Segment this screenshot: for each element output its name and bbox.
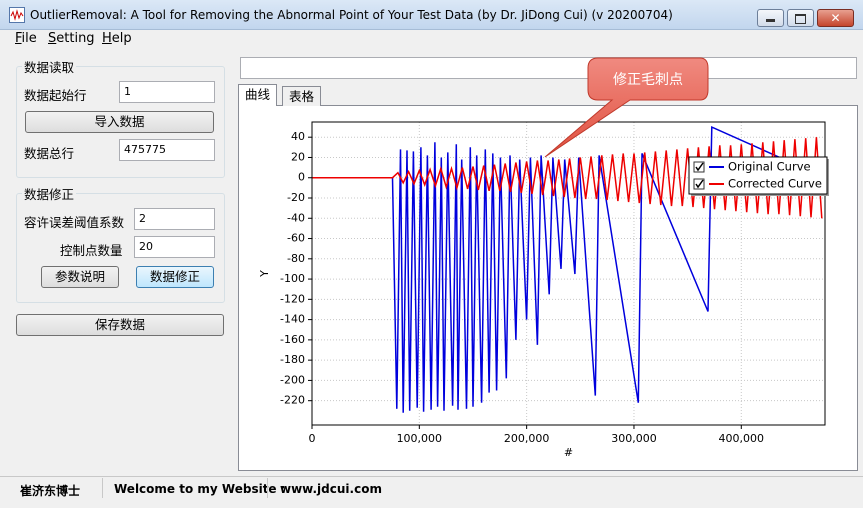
app-icon: [9, 7, 25, 23]
tolerance-input[interactable]: 2: [134, 208, 215, 230]
y-tick-label: -220: [280, 394, 305, 407]
menu-item[interactable]: File: [15, 31, 37, 46]
status-bar: [0, 476, 863, 500]
import-button[interactable]: 导入数据: [25, 111, 214, 133]
legend-checkbox: [693, 161, 705, 173]
legend-label: Original Curve: [728, 160, 811, 174]
y-tick-label: -160: [280, 333, 305, 346]
read-panel: [16, 66, 225, 178]
fix-button[interactable]: 数据修正: [136, 266, 214, 288]
status-text: Welcome to my Website :: [114, 482, 286, 496]
y-axis-label: Y: [258, 270, 271, 278]
control-points-input[interactable]: 20: [134, 236, 215, 258]
chart: 40 20 0 -20 -40 -60 -80 -100 -120 -140 -160 -180 -20…: [258, 121, 829, 459]
y-tick-label: -20: [287, 191, 305, 204]
y-tick-label: -140: [280, 313, 305, 326]
tab[interactable]: 表格: [282, 86, 322, 106]
path-box: [240, 57, 857, 79]
y-tick-label: -120: [280, 292, 305, 305]
legend-checkbox: [693, 178, 705, 190]
x-tick-label: 400,000: [719, 432, 765, 445]
y-tick-label: -60: [287, 232, 305, 245]
close-button[interactable]: ✕: [817, 9, 854, 27]
title-bar: OutlierRemoval: A Tool for Removing the …: [0, 0, 863, 30]
status-link[interactable]: www.jdcui.com: [280, 482, 382, 496]
separator: [102, 478, 103, 498]
status-text: 崔济东博士: [20, 484, 81, 498]
y-tick-label: 20: [291, 150, 305, 163]
field-label: 容许误差阈值系数: [24, 215, 125, 230]
y-tick-label: 40: [291, 130, 305, 143]
panel-title: 数据读取: [22, 57, 77, 76]
maximize-button[interactable]: [787, 9, 814, 27]
save-button[interactable]: 保存数据: [16, 314, 224, 336]
x-tick-label: 300,000: [611, 432, 657, 445]
total-rows-input[interactable]: 475775: [119, 139, 215, 161]
panel-title: 数据修正: [22, 184, 77, 203]
data-line: [312, 125, 825, 413]
y-tick-label: -200: [280, 373, 305, 386]
field-label: 数据起始行: [24, 88, 87, 103]
y-tick-label: 0: [298, 171, 305, 184]
fix-panel: [16, 193, 225, 303]
x-tick-label: 0: [309, 432, 316, 445]
menu-item[interactable]: Help: [102, 31, 132, 46]
x-axis-label: #: [564, 446, 573, 459]
menu-item[interactable]: Setting: [48, 31, 95, 46]
tab[interactable]: 曲线: [238, 84, 278, 106]
help-button[interactable]: 参数说明: [41, 266, 119, 288]
y-tick-label: -100: [280, 272, 305, 285]
separator: [267, 478, 268, 498]
legend-box: [688, 156, 828, 195]
x-tick-label: 100,000: [397, 432, 443, 445]
x-tick-label: 200,000: [504, 432, 550, 445]
legend-label: Corrected Curve: [728, 177, 822, 191]
y-tick-label: -40: [287, 211, 305, 224]
window-title: OutlierRemoval: A Tool for Removing the …: [30, 8, 673, 22]
start-row-input[interactable]: 1: [119, 81, 215, 103]
legend-check: [695, 179, 704, 189]
y-tick-label: -180: [280, 353, 305, 366]
field-label: 控制点数量: [60, 243, 123, 258]
y-tick-label: -80: [287, 252, 305, 265]
minimize-button[interactable]: [757, 9, 784, 27]
legend-check: [695, 162, 704, 172]
field-label: 数据总行: [24, 146, 75, 161]
